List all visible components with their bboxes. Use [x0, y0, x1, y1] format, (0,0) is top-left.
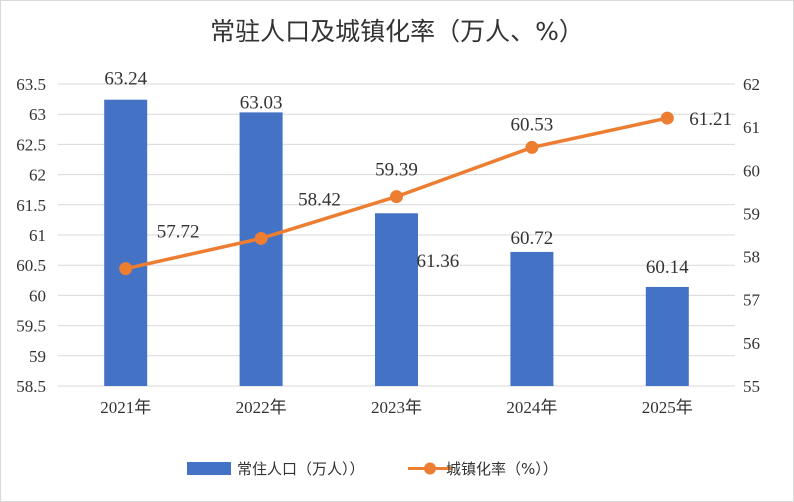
left-tick-label: 62	[29, 166, 46, 185]
left-tick-label: 62.5	[16, 135, 46, 154]
data-labels: 63.24 63.03 61.36 60.72 60.14 57.72 58.42 59.39…	[104, 69, 732, 278]
line-data-label: 60.53	[511, 114, 554, 135]
right-tick-label: 57	[743, 291, 761, 310]
line-point	[254, 231, 268, 245]
right-tick-label: 60	[743, 161, 760, 180]
right-axis-ticks: 55 56 57 58 59 60 61 62	[743, 75, 761, 396]
right-tick-label: 55	[743, 377, 760, 396]
bar-data-label: 63.03	[240, 92, 283, 113]
bar	[239, 112, 283, 386]
bar	[375, 213, 418, 386]
left-tick-label: 60	[29, 286, 46, 305]
left-tick-label: 58.5	[16, 377, 46, 396]
x-tick-label: 2022年	[236, 398, 287, 417]
urbanization-line	[119, 111, 674, 276]
line-point	[390, 190, 403, 204]
right-tick-label: 59	[743, 204, 760, 223]
left-tick-label: 63	[29, 105, 46, 124]
x-tick-label: 2025年	[642, 398, 693, 417]
bar	[510, 251, 554, 386]
left-tick-label: 59.5	[16, 317, 46, 336]
right-tick-label: 58	[743, 248, 760, 267]
bar	[104, 99, 148, 386]
left-tick-label: 59	[29, 347, 46, 366]
left-axis-ticks: 58.5 59 59.5 60 60.5 61 61.5 62 62.5 63 63.5	[16, 75, 46, 396]
left-tick-label: 60.5	[16, 256, 46, 275]
bar-data-label: 60.14	[646, 257, 689, 278]
population-bars	[104, 99, 689, 386]
x-tick-label: 2021年	[100, 398, 151, 417]
right-tick-label: 56	[743, 334, 760, 353]
legend-bar-label: 常住人口（万人））	[237, 460, 365, 478]
line-point	[119, 262, 133, 276]
x-tick-label: 2023年	[371, 398, 422, 417]
bar-data-label: 61.36	[417, 251, 460, 272]
line-data-label: 57.72	[157, 222, 200, 243]
bar-data-label: 63.24	[104, 69, 147, 90]
right-tick-label: 61	[743, 118, 760, 137]
left-tick-label: 61	[29, 226, 46, 245]
left-tick-label: 63.5	[16, 75, 46, 94]
right-tick-label: 62	[743, 75, 760, 94]
line-data-label: 59.39	[375, 160, 418, 181]
x-tick-label: 2024年	[506, 398, 557, 417]
left-tick-label: 61.5	[16, 196, 46, 215]
bar	[645, 286, 689, 386]
legend-line-label: 城镇化率（%））	[446, 460, 558, 478]
line-point	[660, 111, 674, 125]
line-data-label: 58.42	[298, 189, 341, 210]
legend: 常住人口（万人）） 城镇化率（%））	[187, 460, 558, 478]
x-axis-labels: 2021年 2022年 2023年 2024年 2025年	[100, 398, 693, 417]
legend-line-marker	[424, 462, 436, 475]
bar-data-label: 60.72	[511, 228, 554, 249]
chart-title: 常驻人口及城镇化率（万人、%）	[210, 17, 584, 46]
legend-bar-swatch	[187, 462, 231, 475]
line-point	[525, 140, 539, 154]
line-data-label: 61.21	[689, 109, 732, 130]
